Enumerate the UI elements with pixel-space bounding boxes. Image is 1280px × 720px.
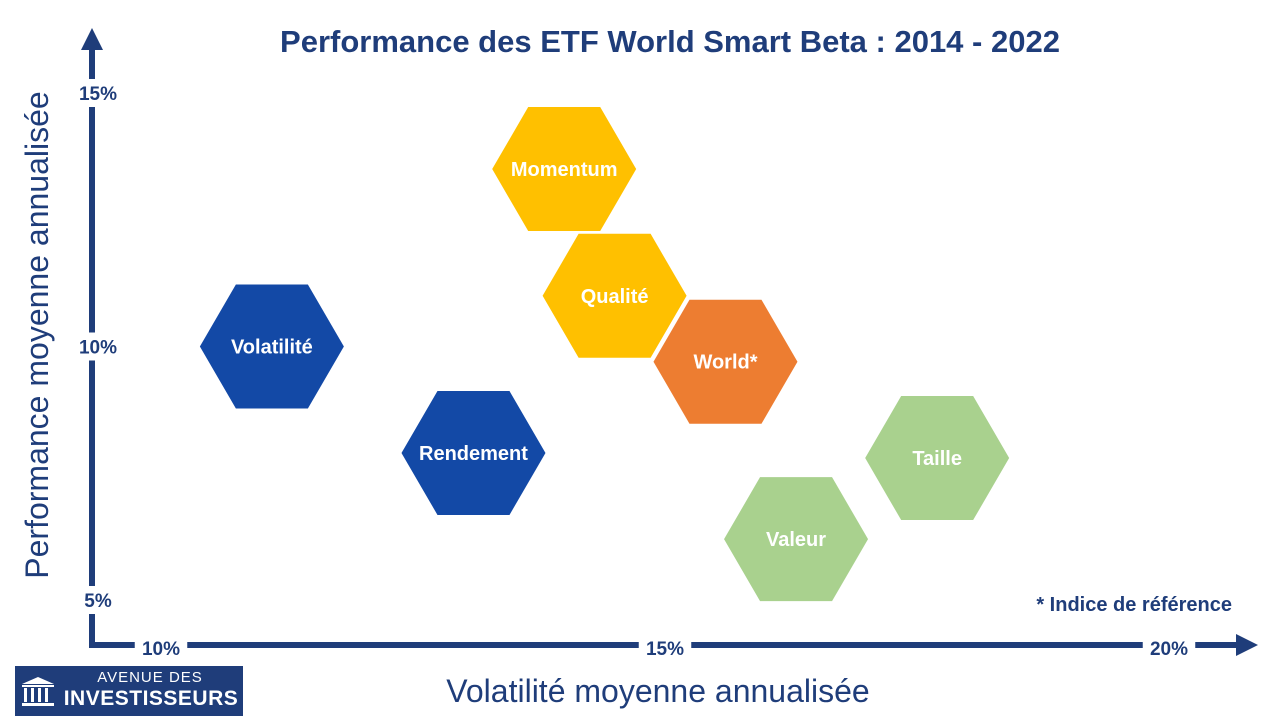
point-world: World* bbox=[653, 299, 798, 424]
x-tick-label: 10% bbox=[142, 639, 180, 660]
hexagon-marker bbox=[865, 396, 1010, 521]
point-label: Volatilité bbox=[231, 337, 313, 359]
y-tick-background bbox=[70, 586, 126, 614]
point-label: Momentum bbox=[511, 159, 618, 181]
point-taille: Taille bbox=[865, 396, 1010, 521]
x-tick-background bbox=[134, 634, 188, 658]
point-label: Qualité bbox=[581, 286, 649, 308]
brand-logo: AVENUE DES INVESTISSEURS bbox=[15, 666, 243, 716]
chart-title: Performance des ETF World Smart Beta : 2… bbox=[280, 24, 1060, 59]
y-tick-label: 5% bbox=[84, 591, 112, 612]
hexagon-marker bbox=[724, 477, 869, 602]
hexagon-marker bbox=[653, 299, 798, 424]
hexagon-marker bbox=[492, 107, 637, 232]
point-rendement: Rendement bbox=[401, 390, 546, 515]
hexagon-marker bbox=[542, 233, 687, 358]
point-volatilit: Volatilité bbox=[199, 284, 344, 409]
x-tick-label: 20% bbox=[1150, 639, 1188, 660]
logo-line-1: AVENUE DES bbox=[97, 669, 203, 686]
hexagon-marker bbox=[401, 390, 546, 515]
y-tick-label: 15% bbox=[79, 84, 117, 105]
point-qualit: Qualité bbox=[542, 233, 687, 358]
bank-columns-icon bbox=[22, 677, 54, 706]
x-tick-background bbox=[638, 634, 692, 658]
point-valeur: Valeur bbox=[724, 477, 869, 602]
y-axis-title: Performance moyenne annualisée bbox=[19, 91, 55, 578]
y-axis-arrow-icon bbox=[81, 28, 103, 50]
logo-line-2: INVESTISSEURS bbox=[63, 687, 239, 710]
reference-note: * Indice de référence bbox=[1036, 594, 1232, 616]
point-label: World* bbox=[693, 352, 757, 374]
point-label: Rendement bbox=[419, 443, 528, 465]
hexagon-marker bbox=[199, 284, 344, 409]
point-momentum: Momentum bbox=[492, 107, 637, 232]
x-axis-title: Volatilité moyenne annualisée bbox=[446, 673, 869, 709]
point-label: Taille bbox=[912, 448, 962, 470]
point-label: Valeur bbox=[766, 529, 826, 551]
y-tick-background bbox=[70, 79, 126, 107]
x-tick-background bbox=[1142, 634, 1196, 658]
x-axis-arrow-icon bbox=[1236, 634, 1258, 656]
x-tick-label: 15% bbox=[646, 639, 684, 660]
y-tick-label: 10% bbox=[79, 338, 117, 359]
y-tick-background bbox=[70, 332, 126, 361]
